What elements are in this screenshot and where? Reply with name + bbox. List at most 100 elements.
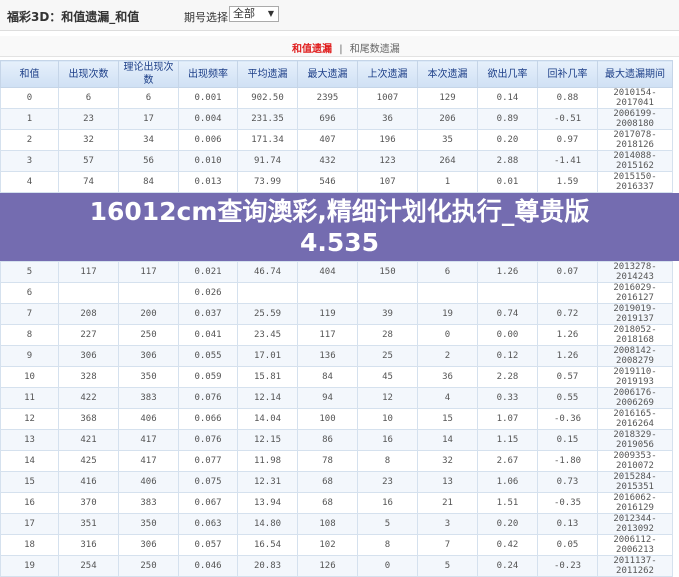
table-cell: 1 [0,108,59,130]
table-cell: 2016165-2016264 [597,408,673,430]
table-row: 11 422 383 0.076 12.14 94 12 4 0.33 0.55 2006176-2… [0,387,673,409]
table-cell: -1.41 [537,150,598,172]
table-cell: 12.15 [237,429,298,451]
table-cell: 32 [58,129,119,151]
table-cell: 370 [58,492,119,514]
table-cell: 8 [0,324,59,346]
table-cell: 2010154-2017041 [597,87,673,109]
omission-table-bottom: 5 117 117 0.021 46.74 404 150 6 1.26 0.07 2013278-… [0,261,673,577]
table-cell: 417 [118,429,179,451]
table-row: 17 351 350 0.063 14.80 108 5 3 0.20 0.13 2012344-2… [0,513,673,535]
table-row: 4 74 84 0.013 73.99 546 107 1 0.01 1.59 2015150-20… [0,171,673,193]
table-cell: 117 [58,261,119,283]
table-cell: 2006176-2006269 [597,387,673,409]
table-cell: 16 [357,492,418,514]
table-cell: 2018052-2018168 [597,324,673,346]
table-cell: 19 [417,303,478,325]
table-cell: 15.81 [237,366,298,388]
table-cell: 35 [417,129,478,151]
table-cell: 404 [297,261,358,283]
table-cell: 68 [297,492,358,514]
table-cell: 15 [417,408,478,430]
table-cell: 117 [118,261,179,283]
table-cell: 2006199-2008180 [597,108,673,130]
table-row: 2 32 34 0.006 171.34 407 196 35 0.20 0.97 2017078-… [0,129,673,151]
table-cell: 0.041 [178,324,238,346]
table-cell [58,282,119,304]
table-cell: 8 [357,450,418,472]
table-cell: 0.004 [178,108,238,130]
tab-tail-omission[interactable]: 和尾数遗漏 [349,44,400,55]
table-cell: 250 [118,555,179,577]
table-cell: 7 [417,534,478,556]
table-row: 7 208 200 0.037 25.59 119 39 19 0.74 0.72 2019019-… [0,303,673,325]
table-header: 和值 出现次数 理论出现次数 出现频率 平均遗漏 最大遗漏 上次遗漏 本次遗漏 欲出几率 回补几率… [0,60,673,88]
table-cell [537,282,598,304]
table-cell: 200 [118,303,179,325]
table-cell: 208 [58,303,119,325]
column-header: 理论出现次数 [118,60,179,88]
table-cell: 36 [417,366,478,388]
table-cell: 696 [297,108,358,130]
table-cell: 68 [297,471,358,493]
table-cell: 0.010 [178,150,238,172]
table-cell: 2015284-2015351 [597,471,673,493]
table-cell: 12 [357,387,418,409]
table-area: 和值 出现次数 理论出现次数 出现频率 平均遗漏 最大遗漏 上次遗漏 本次遗漏 欲出几率 回补几率… [0,60,679,577]
table-cell: 45 [357,366,418,388]
table-cell: 119 [297,303,358,325]
table-cell: 0.006 [178,129,238,151]
tab-sum-omission[interactable]: 和值遗漏 [292,44,332,55]
dropdown-arrow-icon: ▼ [267,9,274,18]
table-cell: 2013278-2014243 [597,261,673,283]
table-cell: 171.34 [237,129,298,151]
table-cell: 421 [58,429,119,451]
overlay-banner: 16012cm查询澳彩,精细计划化执行_尊贵版 4.535 [0,193,679,261]
table-row: 14 425 417 0.077 11.98 78 8 32 2.67 -1.80 2009353-… [0,450,673,472]
table-cell: 0.013 [178,171,238,193]
table-cell: 86 [297,429,358,451]
table-cell: 108 [297,513,358,535]
table-cell: 0.055 [178,345,238,367]
table-cell: 3 [417,513,478,535]
table-cell: 1.07 [477,408,538,430]
table-cell: 39 [357,303,418,325]
table-cell: 0.72 [537,303,598,325]
table-cell: 8 [357,534,418,556]
table-row: 10 328 350 0.059 15.81 84 45 36 2.28 0.57 2019110-… [0,366,673,388]
table-cell: 2015150-2016337 [597,171,673,193]
table-cell: 1.51 [477,492,538,514]
table-cell: 0.001 [178,87,238,109]
table-cell: 316 [58,534,119,556]
table-cell: 2019019-2019137 [597,303,673,325]
table-cell: 422 [58,387,119,409]
table-cell: 0.89 [477,108,538,130]
column-header: 上次遗漏 [357,60,418,88]
table-cell: 0.15 [537,429,598,451]
table-cell: 11.98 [237,450,298,472]
table-cell: 0.57 [537,366,598,388]
table-cell: 12.14 [237,387,298,409]
table-cell: 0 [0,87,59,109]
table-cell: 78 [297,450,358,472]
table-cell: 2008142-2008279 [597,345,673,367]
period-label: 期号选择： [184,11,239,24]
table-cell [297,282,358,304]
table-cell: 18 [0,534,59,556]
table-cell: 2012344-2013092 [597,513,673,535]
table-cell [477,282,538,304]
table-cell: 250 [118,324,179,346]
period-select[interactable]: 全部 ▼ [229,6,279,22]
table-cell: 12.31 [237,471,298,493]
table-cell [237,282,298,304]
table-cell: 6 [0,282,59,304]
table-cell: 2395 [297,87,358,109]
table-cell: 23 [357,471,418,493]
table-row: 6 0.026 2016029-2016127 [0,282,673,304]
table-cell: 1.15 [477,429,538,451]
table-cell: 126 [297,555,358,577]
table-cell: 6 [118,87,179,109]
table-cell: 1 [417,171,478,193]
table-cell: 56 [118,150,179,172]
table-cell: 150 [357,261,418,283]
